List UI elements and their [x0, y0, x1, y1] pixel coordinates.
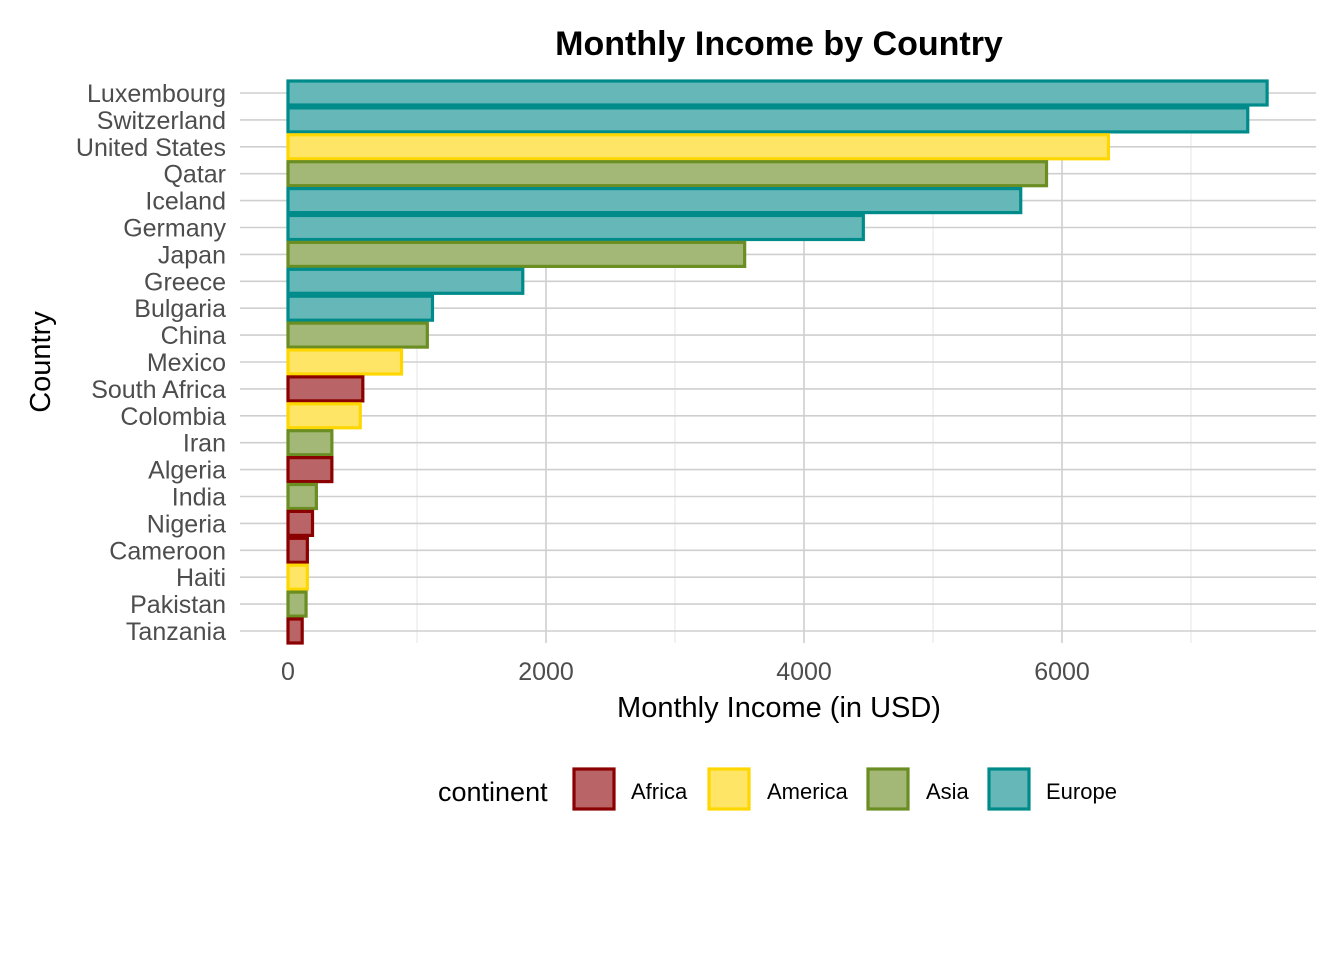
- bar-tanzania: [286, 617, 304, 645]
- legend-key-asia: [866, 767, 910, 811]
- bar-bulgaria: [286, 294, 435, 322]
- x-tick-label: 2000: [518, 658, 574, 686]
- x-axis-title: Monthly Income (in USD): [617, 692, 941, 724]
- y-tick-label: Haiti: [176, 564, 226, 592]
- bar-iran: [286, 429, 334, 457]
- y-tick-label: Japan: [158, 241, 226, 269]
- bar-haiti: [286, 563, 309, 591]
- legend-key-africa: [572, 767, 616, 811]
- legend-label-america: America: [767, 779, 848, 804]
- x-tick-label: 0: [281, 658, 295, 686]
- y-tick-label: Iran: [183, 430, 226, 458]
- legend-key-europe: [987, 767, 1031, 811]
- y-tick-label: Tanzania: [126, 618, 226, 646]
- chart-title: Monthly Income by Country: [555, 25, 1003, 63]
- legend-entries: Africa America Asia Europe: [572, 767, 1117, 811]
- bar-united-states: [286, 133, 1111, 161]
- y-tick-label: South Africa: [91, 376, 226, 404]
- y-tick-label: Qatar: [163, 161, 226, 189]
- x-tick-label: 6000: [1034, 658, 1090, 686]
- legend-key-america: [707, 767, 751, 811]
- bar-colombia: [286, 402, 362, 430]
- y-tick-label: Germany: [123, 215, 226, 243]
- legend: continent Africa America Asia Europe: [438, 767, 1117, 811]
- y-tick-label: Pakistan: [130, 591, 226, 619]
- y-tick-label: Cameroon: [109, 537, 226, 565]
- x-tick-label: 4000: [776, 658, 832, 686]
- y-tick-label: Iceland: [145, 188, 226, 216]
- y-tick-label: Algeria: [148, 457, 226, 485]
- bar-nigeria: [286, 509, 315, 537]
- bar-pakistan: [286, 590, 308, 618]
- y-tick-label: Mexico: [147, 349, 226, 377]
- bars: [286, 79, 1269, 645]
- y-tick-label: Luxembourg: [87, 80, 226, 108]
- y-tick-label: Bulgaria: [134, 295, 226, 323]
- bar-greece: [286, 267, 525, 295]
- y-tick-label: Greece: [144, 268, 226, 296]
- y-tick-label: United States: [76, 134, 226, 162]
- y-tick-label: India: [172, 484, 226, 512]
- bar-india: [286, 482, 318, 511]
- bar-luxembourg: [286, 79, 1269, 107]
- x-tick-labels: 0 2000 4000 6000: [281, 658, 1090, 686]
- legend-label-asia: Asia: [926, 779, 970, 804]
- bar-cameroon: [286, 536, 309, 564]
- bar-japan: [286, 240, 747, 268]
- legend-title: continent: [438, 777, 548, 807]
- bar-germany: [286, 213, 865, 242]
- legend-label-europe: Europe: [1046, 779, 1117, 804]
- y-axis-title: Country: [25, 311, 57, 413]
- bar-south-africa: [286, 375, 365, 403]
- y-tick-label: Colombia: [120, 403, 226, 431]
- bar-switzerland: [286, 106, 1250, 134]
- y-tick-label: Nigeria: [147, 510, 226, 538]
- bar-algeria: [286, 456, 334, 484]
- bar-qatar: [286, 160, 1049, 188]
- y-tick-label: China: [161, 322, 226, 350]
- bar-china: [286, 321, 429, 349]
- bar-mexico: [286, 348, 404, 376]
- bar-iceland: [286, 187, 1023, 215]
- legend-label-africa: Africa: [631, 779, 688, 804]
- y-tick-label: Switzerland: [97, 107, 226, 135]
